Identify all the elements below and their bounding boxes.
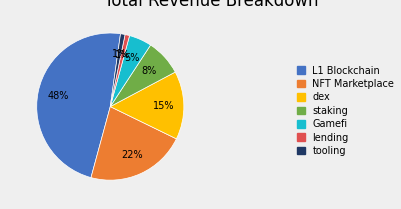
Title: Total Revenue Breakdown: Total Revenue Breakdown (104, 0, 319, 10)
Wedge shape (91, 107, 176, 180)
Wedge shape (110, 72, 184, 139)
Text: 1%: 1% (111, 49, 127, 59)
Text: 15%: 15% (152, 101, 174, 111)
Wedge shape (110, 34, 125, 107)
Wedge shape (110, 36, 150, 107)
Text: 48%: 48% (48, 91, 69, 101)
Text: 5%: 5% (124, 53, 140, 63)
Text: 1%: 1% (115, 50, 130, 60)
Text: 8%: 8% (142, 66, 157, 76)
Text: 22%: 22% (122, 150, 143, 160)
Legend: L1 Blockchain, NFT Marketplace, dex, staking, Gamefi, lending, tooling: L1 Blockchain, NFT Marketplace, dex, sta… (295, 64, 396, 158)
Wedge shape (110, 34, 130, 107)
Wedge shape (110, 45, 175, 107)
Wedge shape (37, 33, 121, 178)
